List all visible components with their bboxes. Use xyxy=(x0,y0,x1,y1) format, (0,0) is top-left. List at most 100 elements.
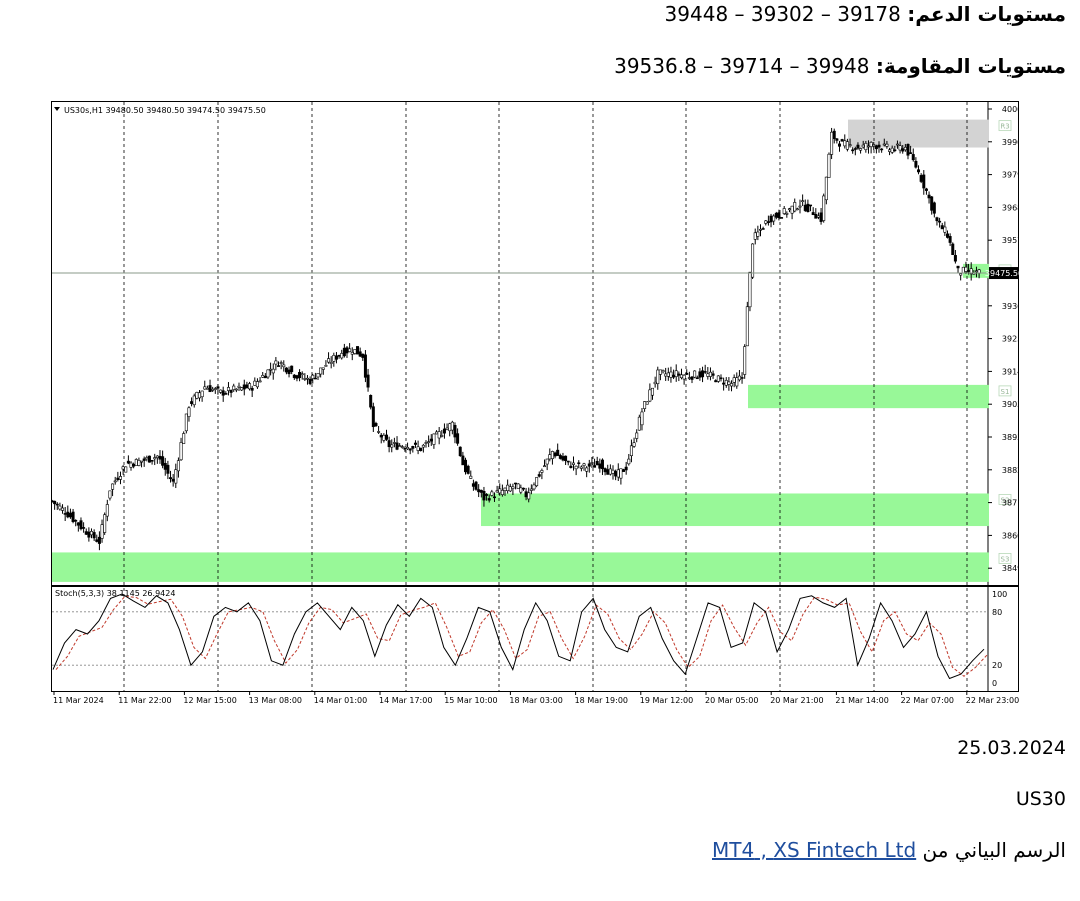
chart-menu-triangle-icon xyxy=(54,107,60,111)
candle-body-14 xyxy=(87,531,91,538)
candle-body-308 xyxy=(861,144,865,148)
candle-body-0 xyxy=(51,500,54,503)
candle-body-220 xyxy=(629,445,633,457)
stoch-main-line xyxy=(52,593,985,680)
candle-body-251 xyxy=(711,373,715,376)
candle-body-29 xyxy=(126,460,130,464)
candle-body-143 xyxy=(427,441,431,443)
candle-body-221 xyxy=(632,442,636,447)
candle-body-227 xyxy=(648,389,652,402)
candle-body-127 xyxy=(384,434,388,440)
candle-body-105 xyxy=(327,358,331,363)
price-tick-label-0: 40009.70 xyxy=(1002,105,1019,114)
candle-body-293 xyxy=(822,195,826,221)
candle-body-198 xyxy=(571,462,575,465)
candle-body-1 xyxy=(53,500,57,505)
candle-body-219 xyxy=(627,458,631,465)
source-prefix: الرسم البياني من xyxy=(922,838,1066,862)
chart-source-line: الرسم البياني من MT4 , XS Fintech Ltd xyxy=(712,838,1066,862)
candle-body-138 xyxy=(413,442,417,445)
candle-body-101 xyxy=(316,373,320,378)
price-chart[interactable]: R3R1S1S2S340009.7039902.4539795.2039684.… xyxy=(51,101,1019,706)
candle-body-169 xyxy=(495,490,499,493)
candle-body-73 xyxy=(242,384,246,390)
candle-body-31 xyxy=(132,463,136,467)
candle-body-188 xyxy=(545,458,549,465)
mt4-link[interactable]: MT4 xyxy=(712,838,755,862)
candle-body-106 xyxy=(329,362,333,364)
candle-body-339 xyxy=(943,226,947,233)
candle-body-41 xyxy=(158,455,162,460)
candle-body-80 xyxy=(261,375,265,378)
candle-body-58 xyxy=(203,386,207,390)
time-tick-label-11: 20 Mar 21:00 xyxy=(770,696,823,705)
candle-body-23 xyxy=(111,483,115,490)
candle-body-61 xyxy=(211,388,215,391)
candle-body-229 xyxy=(653,381,657,385)
candle-body-296 xyxy=(830,131,834,155)
candle-body-136 xyxy=(408,448,412,451)
candle-body-304 xyxy=(851,149,855,152)
candle-body-310 xyxy=(866,145,870,148)
candle-body-268 xyxy=(756,231,760,237)
candle-body-278 xyxy=(782,208,786,214)
candle-body-152 xyxy=(450,421,454,431)
resistance-label: مستويات المقاومة: xyxy=(875,54,1066,78)
candle-body-157 xyxy=(464,459,468,473)
current-price-label: 39475.50 xyxy=(985,269,1019,278)
candle-body-117 xyxy=(358,351,362,357)
xs-fintech-link[interactable]: XS Fintech Ltd xyxy=(773,838,917,862)
candle-body-203 xyxy=(585,467,589,472)
candle-body-281 xyxy=(790,205,794,214)
time-tick-label-5: 14 Mar 17:00 xyxy=(379,696,432,705)
candle-body-209 xyxy=(600,459,604,470)
candle-body-254 xyxy=(719,377,723,380)
candle-body-313 xyxy=(874,145,878,150)
candle-body-259 xyxy=(732,377,736,383)
candle-body-110 xyxy=(340,353,344,359)
candle-body-39 xyxy=(153,457,157,460)
candle-body-44 xyxy=(166,464,170,474)
candle-body-128 xyxy=(387,440,391,448)
candle-body-182 xyxy=(529,488,533,491)
candle-body-34 xyxy=(140,460,144,463)
candle-body-103 xyxy=(321,367,325,370)
candle-body-195 xyxy=(564,455,568,461)
candle-body-147 xyxy=(437,431,441,439)
candle-body-253 xyxy=(716,375,720,382)
candle-body-96 xyxy=(303,378,307,380)
candle-body-328 xyxy=(914,160,918,168)
candle-body-335 xyxy=(932,202,936,214)
time-tick-label-8: 18 Mar 19:00 xyxy=(575,696,628,705)
candle-body-237 xyxy=(674,370,678,377)
candle-body-303 xyxy=(848,144,852,146)
candle-body-225 xyxy=(643,401,647,409)
candle-body-155 xyxy=(458,446,462,457)
candle-body-76 xyxy=(250,387,254,391)
candle-body-108 xyxy=(334,355,338,360)
candle-body-196 xyxy=(566,460,570,463)
candle-body-18 xyxy=(97,536,101,544)
candle-body-291 xyxy=(816,215,820,218)
candle-body-280 xyxy=(787,208,791,211)
candle-body-263 xyxy=(743,346,747,375)
candle-body-27 xyxy=(121,466,125,470)
candle-body-315 xyxy=(880,148,884,151)
candle-body-168 xyxy=(492,496,496,499)
candle-body-214 xyxy=(614,471,618,477)
price-tick-label-6: 39362.95 xyxy=(1002,302,1019,311)
price-tick-label-2: 39795.20 xyxy=(1002,171,1019,180)
candle-body-163 xyxy=(479,489,483,493)
candle-body-81 xyxy=(263,375,267,379)
candle-body-68 xyxy=(229,390,233,393)
candle-body-305 xyxy=(853,148,857,150)
candle-body-327 xyxy=(911,154,915,161)
candle-body-123 xyxy=(374,423,378,427)
link-separator[interactable]: , xyxy=(754,838,774,862)
candle-body-88 xyxy=(282,364,286,368)
time-tick-label-3: 13 Mar 08:00 xyxy=(249,696,302,705)
candle-body-261 xyxy=(737,375,741,381)
candle-body-191 xyxy=(553,452,557,457)
candle-body-59 xyxy=(205,387,209,390)
candle-body-282 xyxy=(793,202,797,212)
